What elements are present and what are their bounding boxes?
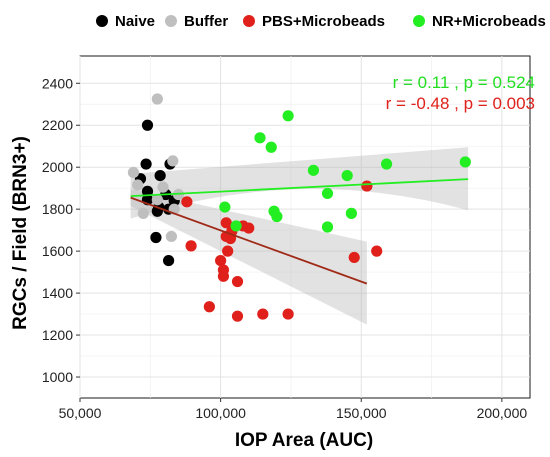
regression-line-1 [130, 196, 368, 285]
data-point-buffer [127, 166, 140, 179]
data-point-naive [141, 185, 154, 197]
legend-label: Buffer [184, 13, 228, 30]
y-tick-label: 2400 [42, 75, 73, 91]
data-point-pbs-microbeads [217, 270, 230, 282]
data-point-buffer [137, 207, 149, 219]
data-point-naive [140, 158, 152, 170]
data-point-pbs-microbeads [282, 308, 294, 320]
data-point-pbs-microbeads [220, 217, 232, 229]
legend-label: Naive [115, 13, 155, 30]
legend-swatch [413, 15, 425, 27]
legend-swatch [243, 15, 255, 27]
x-axis: 50,000 100,000 150,000 200,000 [59, 398, 528, 421]
data-point-nr-microbeads [307, 164, 320, 176]
y-tick-label: 1600 [42, 243, 73, 259]
data-point-nr-microbeads [321, 221, 334, 233]
y-tick-label: 1800 [42, 201, 73, 217]
data-point-nr-microbeads [271, 210, 283, 223]
data-point-pbs-microbeads [348, 251, 360, 264]
data-point-pbs-microbeads [243, 222, 255, 234]
data-point-pbs-microbeads [181, 196, 193, 208]
data-point-nr-microbeads [459, 156, 471, 168]
data-point-pbs-microbeads [222, 245, 234, 257]
x-tick-label: 200,000 [477, 405, 528, 421]
legend-swatch [96, 15, 108, 27]
y-tick-label: 1000 [42, 369, 73, 385]
plot-area [79, 55, 531, 399]
x-axis-title: IOP Area (AUC) [235, 430, 373, 451]
x-tick-label: 100,000 [195, 405, 246, 421]
y-axis: 1000 1200 1400 1600 1800 2000 2200 2400 [42, 75, 80, 385]
x-tick-label: 50,000 [59, 405, 102, 421]
legend-swatch [165, 15, 177, 27]
y-tick-label: 2000 [42, 159, 73, 175]
data-point-nr-microbeads [345, 207, 358, 219]
data-point-pbs-microbeads [215, 254, 227, 267]
data-point-nr-microbeads [321, 187, 334, 200]
legend: Naive Buffer PBS+Microbeads NR+Microbeads [96, 13, 546, 30]
data-point-pbs-microbeads [231, 275, 244, 288]
data-point-nr-microbeads [219, 201, 231, 213]
data-point-pbs-microbeads [257, 308, 269, 320]
data-point-pbs-microbeads [231, 310, 244, 322]
data-point-pbs-microbeads [371, 245, 383, 257]
y-tick-label: 1400 [42, 285, 73, 301]
data-point-naive [150, 231, 162, 244]
data-point-buffer [151, 93, 163, 105]
data-point-buffer [151, 194, 163, 206]
regression-line-0 [130, 178, 469, 198]
data-point-naive [141, 119, 154, 131]
data-point-naive [162, 254, 175, 267]
legend-label: NR+Microbeads [432, 13, 546, 30]
data-point-pbs-microbeads [203, 301, 215, 313]
data-point-buffer [165, 230, 178, 243]
y-axis-title: RGCs / Field (BRN3+) [10, 136, 31, 330]
data-point-nr-microbeads [380, 158, 393, 170]
data-point-buffer [157, 181, 169, 193]
data-point-naive [154, 169, 166, 182]
stat-annotation-pbs: r = -0.48 , p = 0.003 [386, 94, 535, 113]
data-point-pbs-microbeads [185, 240, 197, 252]
x-tick-label: 150,000 [336, 405, 387, 421]
data-point-nr-microbeads [341, 169, 353, 182]
y-tick-label: 2200 [42, 117, 73, 133]
panel-border [79, 55, 531, 399]
data-point-nr-microbeads [282, 110, 294, 122]
data-point-nr-microbeads [254, 132, 266, 144]
confidence-band-1 [130, 189, 367, 325]
data-point-buffer [132, 179, 144, 191]
legend-label: PBS+Microbeads [262, 13, 385, 30]
stat-annotation-nr: r = 0.11 , p = 0.524 [393, 73, 535, 92]
data-point-buffer [167, 155, 179, 167]
y-tick-label: 1200 [42, 327, 73, 343]
data-point-nr-microbeads [230, 220, 242, 232]
data-point-nr-microbeads [265, 141, 277, 153]
data-point-pbs-microbeads [361, 180, 373, 192]
